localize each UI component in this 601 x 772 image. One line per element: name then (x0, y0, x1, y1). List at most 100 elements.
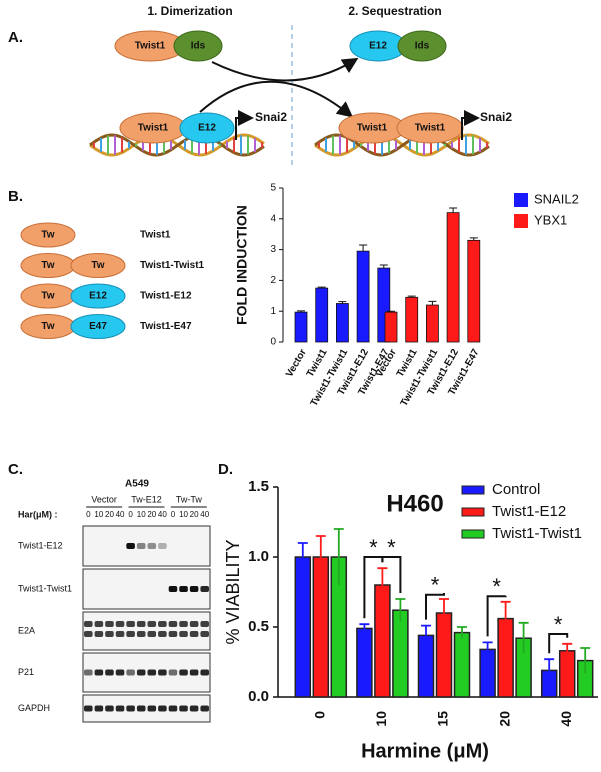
gene-label: Snai2 (480, 110, 512, 124)
band (105, 669, 114, 676)
y-tick-label: 4 (270, 213, 276, 224)
error-bar (407, 295, 416, 298)
dose-label: 0 (128, 510, 133, 519)
error-bar (297, 310, 305, 313)
step-title: 1. Dimerization (147, 4, 232, 18)
band (136, 631, 146, 637)
band (179, 621, 188, 627)
blot-strip (82, 568, 211, 610)
dose-label: 40 (158, 510, 167, 519)
y-tick-label: 5 (270, 183, 276, 194)
domain-label: Tw (41, 260, 54, 271)
band (158, 631, 167, 637)
y-tick-label: 0.0 (248, 688, 269, 705)
protein-label: Twist1 (138, 123, 169, 134)
arrow (211, 57, 359, 82)
row-label: GAPDH (18, 703, 50, 713)
protein: Twist1 Ids E12 Ids (114, 30, 447, 62)
protein-label: Ids (415, 41, 430, 52)
error-bar (315, 535, 326, 578)
band (200, 669, 209, 676)
error-bar (439, 598, 449, 627)
error-bar (377, 567, 388, 602)
panel-label: A. (8, 29, 23, 46)
legend-label: YBX1 (534, 212, 567, 227)
dose-label: 10 (137, 510, 146, 519)
legend-label: Twist1-E12 (492, 503, 566, 520)
bar (315, 287, 329, 343)
band (105, 705, 114, 712)
bar (384, 311, 398, 343)
bar (294, 311, 308, 343)
band (94, 621, 104, 627)
band (179, 586, 188, 592)
significance-marker: * (387, 535, 396, 560)
panel-label: B. (8, 188, 23, 205)
band (84, 631, 93, 637)
error-bar (359, 244, 368, 252)
x-tick-label: 20 (496, 711, 512, 727)
legend-swatch (514, 214, 528, 228)
chart-title: H460 (386, 490, 443, 517)
band (179, 705, 188, 712)
significance-marker: * (369, 535, 378, 560)
y-tick-label: 1.5 (248, 478, 269, 495)
protein-label: Twist1 (357, 123, 388, 134)
gene-label: Snai2 (255, 110, 287, 124)
legend-swatch (461, 485, 485, 495)
row-label: P21 (18, 667, 34, 677)
legend-swatch (461, 507, 485, 517)
band (84, 669, 93, 676)
band (200, 631, 209, 637)
band (105, 631, 114, 637)
error-bar (379, 264, 388, 269)
error-bar (580, 647, 591, 674)
error-bar (395, 598, 406, 622)
error-bar (457, 626, 467, 639)
band (147, 543, 157, 549)
bar (479, 648, 496, 698)
band (84, 705, 93, 712)
error-bar (428, 300, 437, 306)
error-bar (449, 207, 458, 213)
error-bar (297, 542, 308, 571)
error-bar (359, 623, 370, 633)
construct-list: Tw Twist1 Tw Tw Twist1-Twist1 Tw E12 Twist1-E12… (20, 222, 205, 339)
bar (446, 212, 460, 343)
dose-label: 10 (94, 510, 103, 519)
row-label: E2A (18, 625, 35, 635)
significance-marker: * (492, 574, 501, 599)
band (136, 543, 146, 549)
error-bar (421, 624, 431, 646)
band (200, 586, 209, 592)
band (136, 669, 146, 676)
significance-bracket (486, 595, 507, 637)
construct-domain (70, 314, 126, 339)
band (168, 705, 178, 712)
x-tick-label: 15 (435, 711, 451, 727)
band (189, 586, 199, 592)
protein-label: Twist1 (415, 123, 446, 134)
bar (335, 303, 349, 343)
construct-domain (70, 283, 126, 309)
band (200, 621, 209, 627)
band (168, 586, 178, 592)
protein-label: E12 (369, 41, 387, 52)
row-label: Twist1-Twist1 (18, 583, 72, 593)
error-bar (544, 658, 555, 682)
blot-strip (82, 611, 211, 651)
row-label: Twist1-E12 (18, 540, 63, 550)
y-tick-label: 3 (270, 244, 276, 255)
domain-label: E12 (89, 291, 107, 302)
bar (405, 296, 419, 343)
bar (453, 631, 471, 698)
band (115, 705, 125, 712)
dose-label: 20 (105, 510, 114, 519)
band (115, 631, 125, 637)
band (94, 631, 104, 637)
x-axis-label: Harmine (μM) (361, 740, 489, 762)
domain-label: E47 (89, 321, 107, 332)
y-tick-label: 0.5 (248, 618, 269, 635)
band (189, 631, 199, 637)
